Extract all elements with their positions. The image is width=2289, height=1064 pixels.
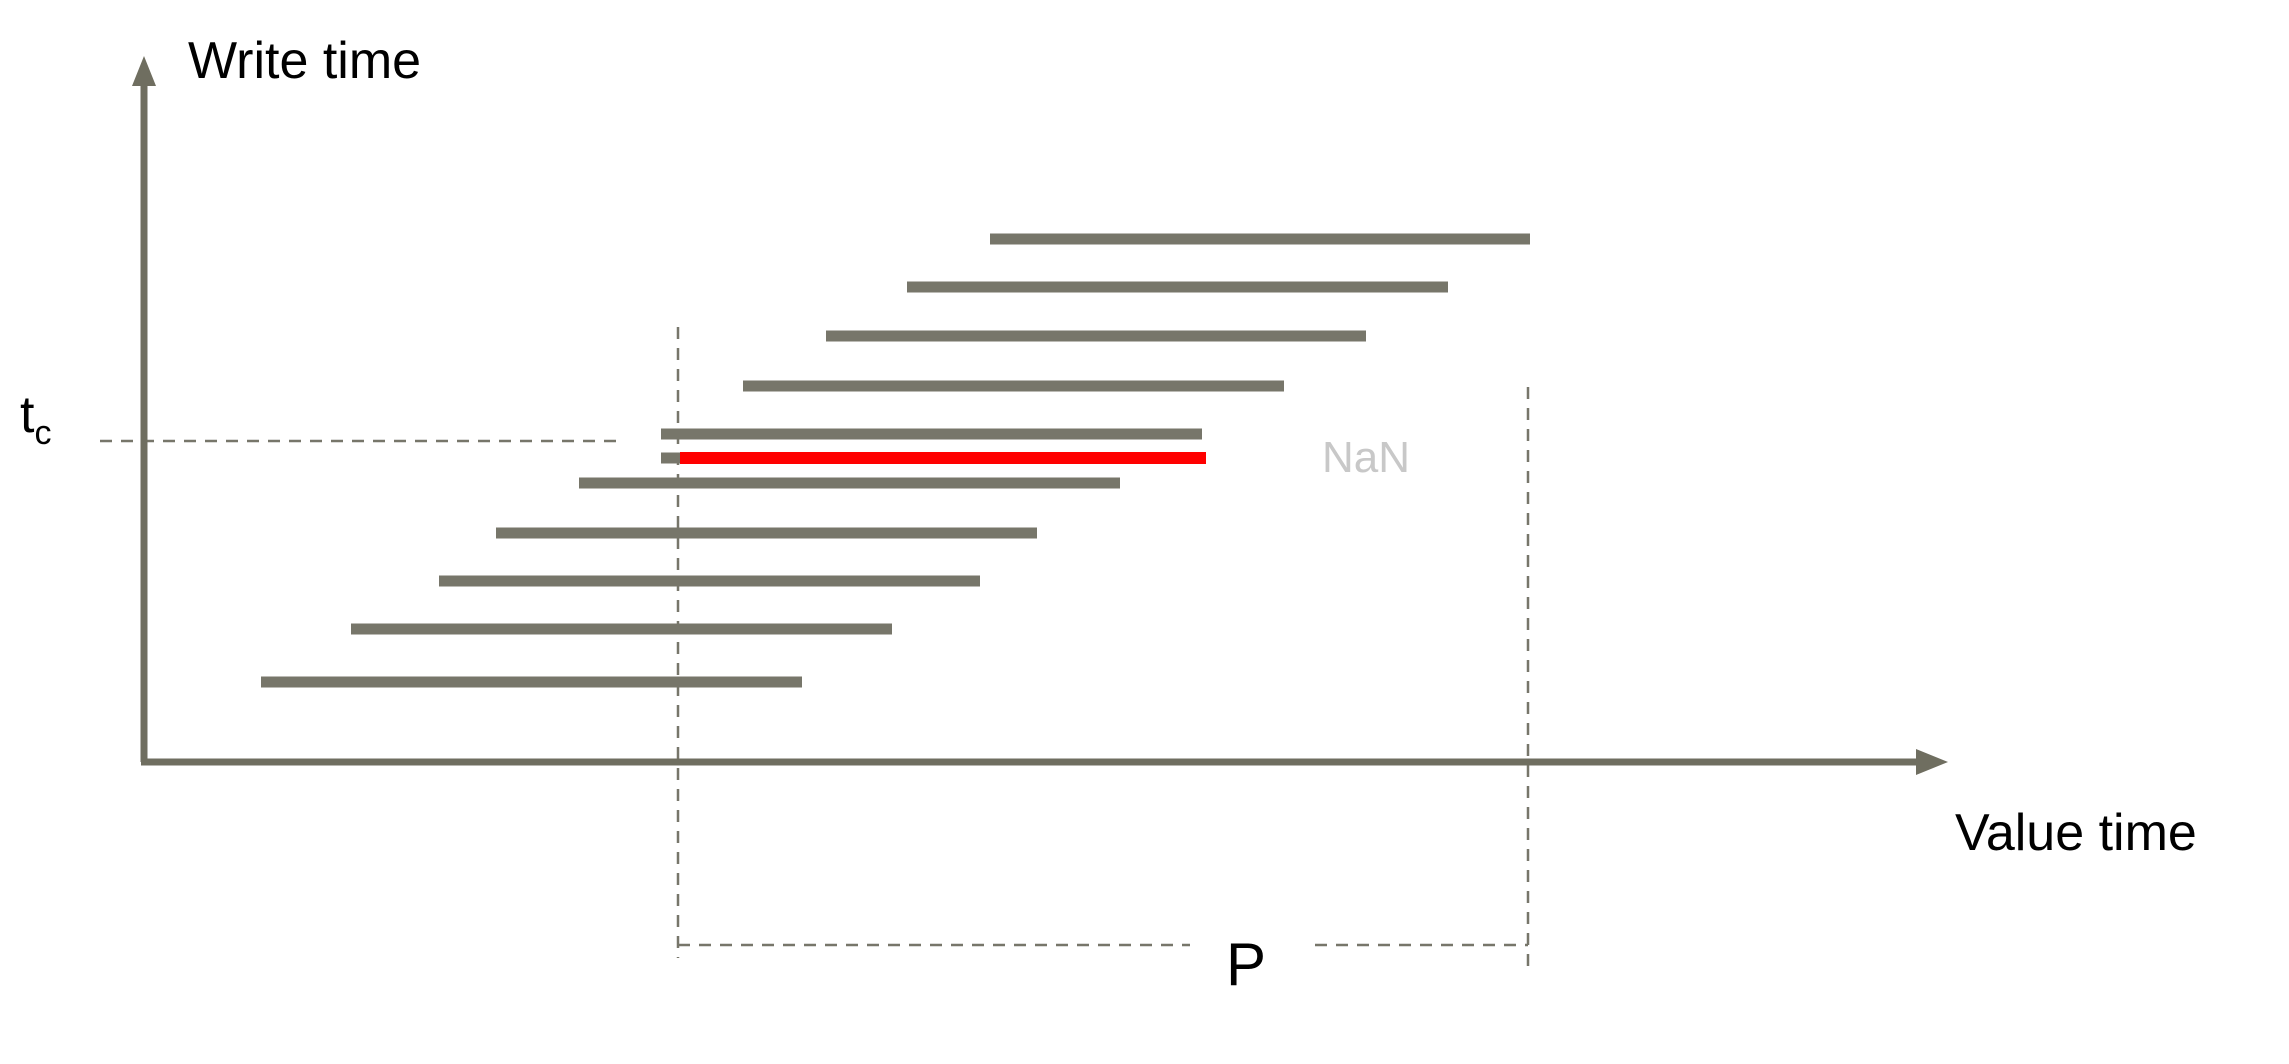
tc-label-subscript: c	[34, 414, 51, 452]
y-axis-arrowhead	[132, 56, 156, 86]
tc-label: tc	[20, 386, 51, 452]
period-label: P	[1226, 931, 1266, 998]
nan-label: NaN	[1322, 433, 1410, 482]
tc-label-main: t	[20, 386, 35, 444]
x-axis-arrowhead	[1916, 749, 1948, 775]
x-axis-label: Value time	[1955, 804, 2197, 862]
y-axis-label: Write time	[188, 32, 421, 90]
version-bars	[261, 233, 1530, 688]
axes	[132, 56, 1948, 775]
dashed-guides	[100, 327, 1530, 975]
